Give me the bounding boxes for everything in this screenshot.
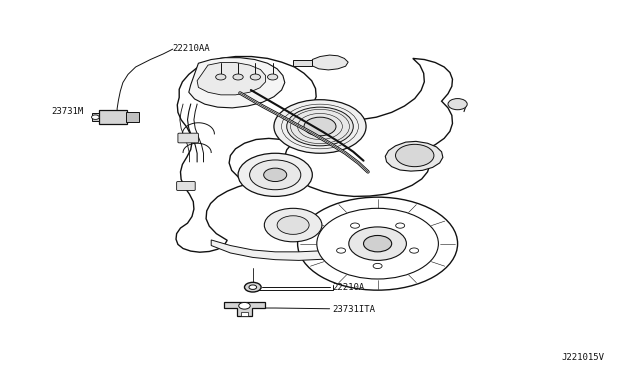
Circle shape	[274, 100, 366, 153]
Circle shape	[250, 160, 301, 190]
Circle shape	[239, 302, 250, 309]
Text: J221015V: J221015V	[562, 353, 605, 362]
Text: 23731M: 23731M	[51, 107, 83, 116]
Circle shape	[250, 74, 260, 80]
FancyBboxPatch shape	[177, 182, 195, 190]
Polygon shape	[224, 302, 265, 316]
Circle shape	[92, 115, 99, 119]
Circle shape	[244, 282, 261, 292]
Circle shape	[448, 99, 467, 110]
Circle shape	[349, 227, 406, 260]
FancyBboxPatch shape	[99, 110, 127, 124]
Circle shape	[373, 263, 382, 269]
Circle shape	[304, 117, 336, 136]
Circle shape	[396, 223, 404, 228]
FancyBboxPatch shape	[178, 133, 198, 143]
Circle shape	[298, 197, 458, 290]
Circle shape	[216, 74, 226, 80]
Circle shape	[238, 153, 312, 196]
Circle shape	[410, 248, 419, 253]
Polygon shape	[293, 60, 312, 66]
Circle shape	[264, 168, 287, 182]
Polygon shape	[189, 58, 285, 108]
Polygon shape	[241, 312, 248, 316]
Polygon shape	[211, 240, 374, 260]
Circle shape	[351, 223, 360, 228]
Circle shape	[287, 107, 353, 146]
Text: 22210A: 22210A	[333, 283, 365, 292]
Circle shape	[337, 248, 346, 253]
Polygon shape	[126, 112, 139, 122]
Circle shape	[396, 144, 434, 167]
Circle shape	[317, 208, 438, 279]
Circle shape	[264, 208, 322, 242]
Circle shape	[268, 74, 278, 80]
Text: 22210AA: 22210AA	[173, 44, 211, 53]
Polygon shape	[385, 141, 443, 171]
Polygon shape	[92, 113, 99, 121]
Polygon shape	[312, 55, 348, 70]
Circle shape	[233, 74, 243, 80]
Text: 23731ITA: 23731ITA	[333, 305, 376, 314]
Circle shape	[364, 235, 392, 252]
Circle shape	[249, 285, 257, 289]
Polygon shape	[176, 57, 452, 252]
Polygon shape	[197, 62, 266, 95]
Circle shape	[277, 216, 309, 234]
